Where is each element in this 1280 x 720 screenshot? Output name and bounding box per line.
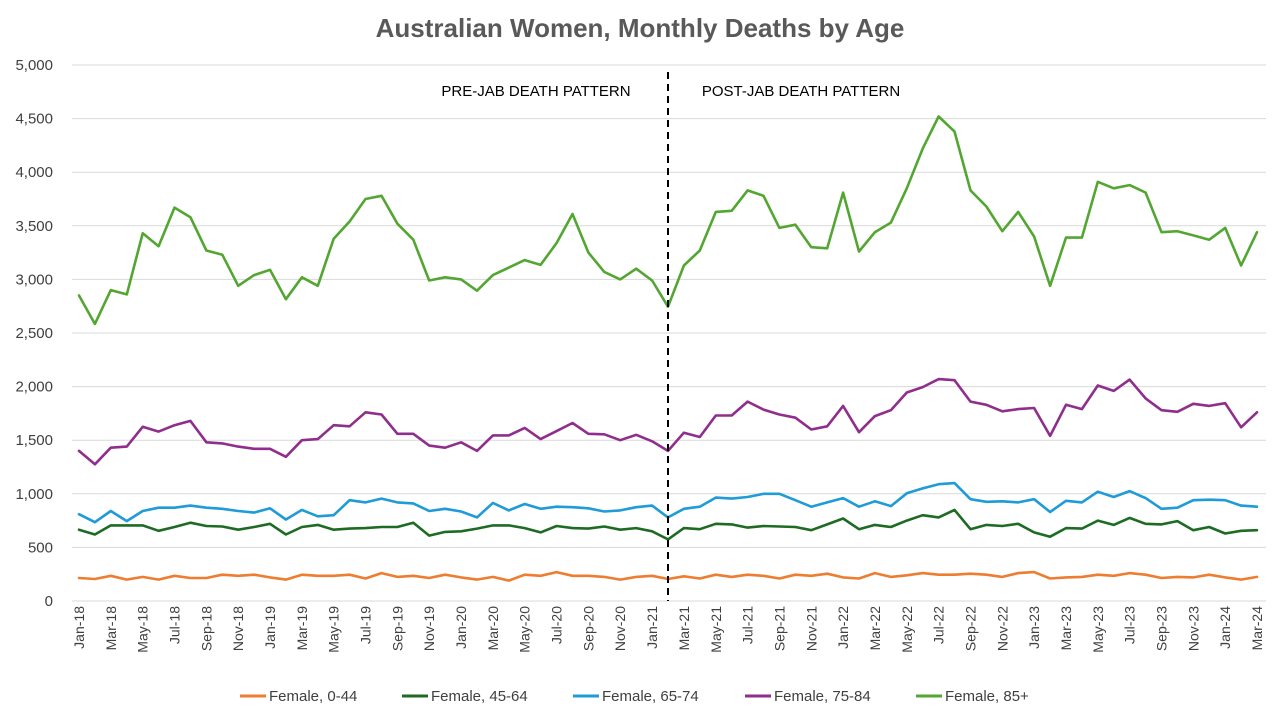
series-line-female-45-64 (77, 508, 1259, 541)
y-tick-label: 5,000 (15, 57, 53, 74)
chart-title: Australian Women, Monthly Deaths by Age (376, 13, 905, 43)
x-tick-label: Sep-19 (389, 606, 405, 651)
y-tick-label: 1,000 (15, 486, 53, 503)
x-tick-label: Jul-21 (740, 606, 756, 644)
x-tick-label: Mar-18 (103, 606, 119, 651)
legend-label: Female, 85+ (945, 688, 1029, 705)
x-tick-label: May-23 (1090, 606, 1106, 653)
x-tick-label: Jul-20 (549, 606, 565, 644)
x-tick-label: Sep-21 (771, 606, 787, 651)
x-tick-label: Sep-22 (962, 606, 978, 651)
pre-jab-annotation: PRE-JAB DEATH PATTERN (441, 83, 630, 100)
y-axis-ticks: 0 500 1,000 1,500 2,000 2,500 3,000 3,500 4,000 4… (15, 57, 53, 610)
x-axis-ticks: Jan-18 Mar-18 May-18 Jul-18 Sep-18 Nov-18 Jan-… (71, 606, 1265, 653)
x-tick-label: May-21 (708, 606, 724, 653)
x-tick-label: Sep-23 (1153, 606, 1169, 651)
y-tick-label: 3,000 (15, 271, 53, 288)
x-tick-label: May-20 (517, 606, 533, 653)
x-tick-label: Mar-20 (485, 606, 501, 651)
legend: Female, 0-44 Female, 45-64 Female, 65-74 Fe… (240, 688, 1029, 705)
x-tick-label: Nov-22 (994, 606, 1010, 651)
x-tick-label: Jan-22 (835, 606, 851, 649)
x-tick-label: Jul-23 (1122, 606, 1138, 644)
x-tick-label: Nov-21 (803, 606, 819, 651)
x-tick-label: Jan-23 (1026, 606, 1042, 649)
y-tick-label: 4,000 (15, 164, 53, 181)
x-tick-label: Sep-18 (198, 606, 214, 651)
x-tick-label: Nov-23 (1185, 606, 1201, 651)
y-tick-label: 4,500 (15, 111, 53, 128)
y-tick-label: 2,500 (15, 325, 53, 342)
legend-label: Female, 75-84 (774, 688, 871, 705)
y-tick-label: 2,000 (15, 379, 53, 396)
x-tick-label: Mar-24 (1249, 606, 1265, 651)
x-tick-label: Jan-21 (644, 606, 660, 649)
legend-label: Female, 0-44 (269, 688, 357, 705)
x-tick-label: Jul-19 (358, 606, 374, 644)
x-tick-label: May-19 (326, 606, 342, 653)
x-tick-label: Jan-24 (1217, 606, 1233, 649)
legend-label: Female, 45-64 (431, 688, 528, 705)
x-tick-label: Nov-19 (421, 606, 437, 651)
x-tick-label: Jan-19 (262, 606, 278, 649)
y-tick-label: 3,500 (15, 218, 53, 235)
x-tick-label: Mar-22 (867, 606, 883, 651)
x-tick-label: Jan-18 (71, 606, 87, 649)
legend-label: Female, 65-74 (602, 688, 699, 705)
x-tick-label: Jul-22 (931, 606, 947, 644)
x-tick-label: Mar-19 (294, 606, 310, 651)
x-tick-label: Mar-21 (676, 606, 692, 651)
x-tick-label: Sep-20 (580, 606, 596, 651)
x-tick-label: May-22 (899, 606, 915, 653)
x-tick-label: Nov-18 (230, 606, 246, 651)
x-tick-label: Nov-20 (612, 606, 628, 651)
y-tick-label: 0 (45, 593, 53, 610)
x-tick-label: May-18 (135, 606, 151, 653)
x-tick-label: Mar-23 (1058, 606, 1074, 651)
post-jab-annotation: POST-JAB DEATH PATTERN (702, 83, 900, 100)
x-tick-label: Jul-18 (167, 606, 183, 644)
x-tick-label: Jan-20 (453, 606, 469, 649)
y-tick-label: 500 (28, 539, 53, 556)
y-tick-label: 1,500 (15, 432, 53, 449)
